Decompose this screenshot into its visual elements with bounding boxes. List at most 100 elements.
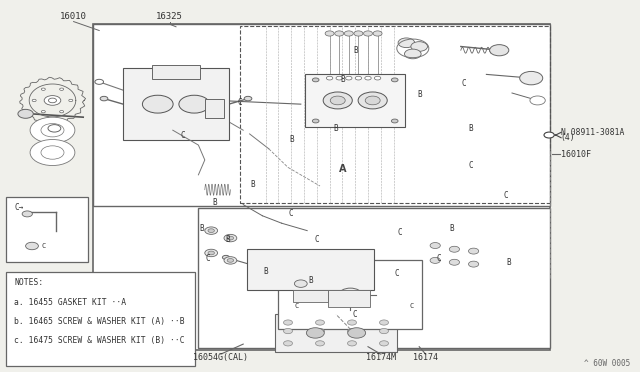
Circle shape xyxy=(224,234,237,242)
Circle shape xyxy=(312,78,319,82)
Circle shape xyxy=(294,280,307,287)
Circle shape xyxy=(326,76,333,80)
Circle shape xyxy=(30,117,75,143)
Circle shape xyxy=(48,125,61,132)
Circle shape xyxy=(149,99,166,109)
Text: C: C xyxy=(205,254,211,263)
Text: B: B xyxy=(353,46,358,55)
Text: B: B xyxy=(199,224,204,233)
Circle shape xyxy=(545,133,552,137)
Circle shape xyxy=(205,227,218,234)
Circle shape xyxy=(365,76,371,80)
Circle shape xyxy=(208,251,214,255)
Text: 16054G(CAL): 16054G(CAL) xyxy=(193,353,248,362)
Text: (4): (4) xyxy=(561,133,575,142)
Circle shape xyxy=(325,31,334,36)
Text: C→: C→ xyxy=(14,203,23,212)
Text: N 08911-3081A: N 08911-3081A xyxy=(561,128,624,137)
Circle shape xyxy=(316,320,324,325)
Text: C: C xyxy=(353,310,358,319)
Text: B: B xyxy=(263,267,268,276)
Text: C: C xyxy=(461,79,467,88)
Circle shape xyxy=(355,76,362,80)
Bar xyxy=(205,99,224,118)
Text: B: B xyxy=(212,198,217,207)
Circle shape xyxy=(449,246,460,252)
Text: C: C xyxy=(180,131,185,140)
Text: C: C xyxy=(394,269,399,278)
Text: 16174: 16174 xyxy=(413,353,438,362)
Circle shape xyxy=(468,248,479,254)
Bar xyxy=(6,272,195,366)
Circle shape xyxy=(224,257,237,264)
Circle shape xyxy=(336,76,342,80)
Circle shape xyxy=(208,229,214,232)
Text: C: C xyxy=(289,209,294,218)
Text: B: B xyxy=(468,124,473,133)
Text: C: C xyxy=(294,303,299,309)
Text: B: B xyxy=(340,76,345,84)
Text: ^ 60W 0005: ^ 60W 0005 xyxy=(584,359,630,368)
Circle shape xyxy=(358,92,387,109)
Text: C: C xyxy=(42,243,46,249)
Circle shape xyxy=(330,96,345,105)
Bar xyxy=(6,197,88,262)
Circle shape xyxy=(348,320,356,325)
Circle shape xyxy=(380,328,388,334)
Circle shape xyxy=(244,96,252,101)
Circle shape xyxy=(312,119,319,123)
Circle shape xyxy=(374,76,381,80)
Text: c. 16475 SCREW & WASHER KIT (B) ··C: c. 16475 SCREW & WASHER KIT (B) ··C xyxy=(14,336,185,345)
Circle shape xyxy=(323,92,352,109)
Circle shape xyxy=(227,259,234,262)
Text: B: B xyxy=(333,124,339,133)
Circle shape xyxy=(18,109,33,118)
Circle shape xyxy=(205,249,218,257)
Circle shape xyxy=(364,31,372,36)
Circle shape xyxy=(316,341,324,346)
Circle shape xyxy=(22,211,33,217)
Circle shape xyxy=(179,95,210,113)
Text: B: B xyxy=(289,135,294,144)
Text: C: C xyxy=(503,191,508,200)
Text: B: B xyxy=(449,224,454,233)
Text: C: C xyxy=(410,303,414,309)
Bar xyxy=(198,208,550,348)
Circle shape xyxy=(348,328,365,338)
Circle shape xyxy=(60,110,63,113)
Circle shape xyxy=(392,119,398,123)
Circle shape xyxy=(227,236,234,240)
Circle shape xyxy=(30,140,75,166)
Circle shape xyxy=(354,31,363,36)
Text: B: B xyxy=(250,180,255,189)
Bar xyxy=(93,24,550,350)
Text: 16325: 16325 xyxy=(156,12,183,21)
Circle shape xyxy=(344,31,353,36)
Bar xyxy=(247,249,374,290)
Text: a. 16455 GASKET KIT ··A: a. 16455 GASKET KIT ··A xyxy=(14,298,126,307)
Text: NOTES:: NOTES: xyxy=(14,278,44,287)
Circle shape xyxy=(49,98,56,103)
Circle shape xyxy=(348,341,356,346)
Circle shape xyxy=(284,320,292,325)
Circle shape xyxy=(373,31,382,36)
Circle shape xyxy=(430,243,440,248)
Text: C: C xyxy=(314,235,319,244)
Text: b. 16465 SCREW & WASHER KIT (A) ··B: b. 16465 SCREW & WASHER KIT (A) ··B xyxy=(14,317,185,326)
Text: B: B xyxy=(308,276,313,285)
Text: B: B xyxy=(417,90,422,99)
Circle shape xyxy=(95,79,104,84)
Bar xyxy=(240,26,550,203)
Circle shape xyxy=(284,328,292,334)
Circle shape xyxy=(449,259,460,265)
Text: B: B xyxy=(506,258,511,267)
Circle shape xyxy=(41,146,64,159)
Circle shape xyxy=(316,328,324,334)
Circle shape xyxy=(42,110,45,113)
Circle shape xyxy=(490,45,509,56)
Bar xyxy=(275,314,397,352)
Circle shape xyxy=(186,99,203,109)
Circle shape xyxy=(100,96,108,101)
Bar xyxy=(292,290,328,302)
Circle shape xyxy=(60,88,63,90)
